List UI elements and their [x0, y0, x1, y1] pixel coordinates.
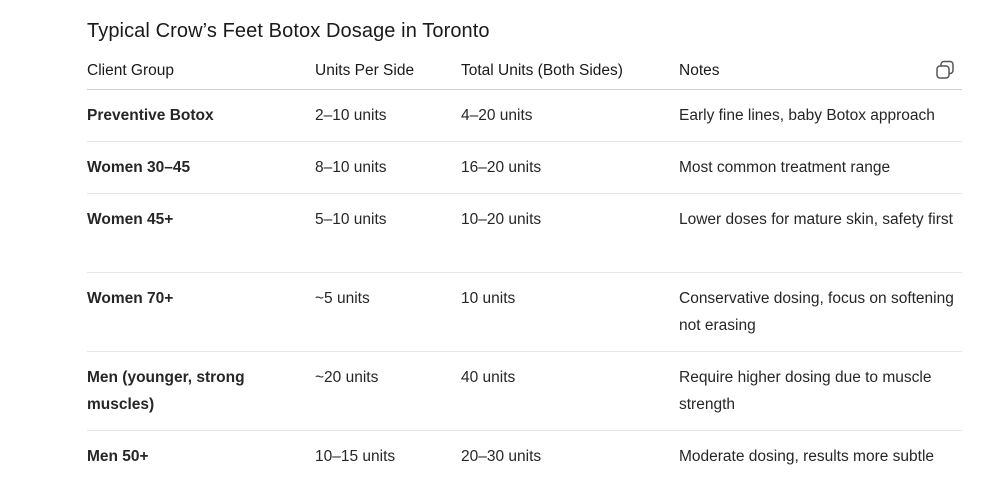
cell-client-group: Women 45+ [87, 211, 174, 228]
cell-units-per-side: 5–10 units [315, 211, 387, 228]
table-row: Men 50+ 10–15 units 20–30 units Moderate… [87, 431, 962, 482]
cell-total-units: 40 units [461, 369, 516, 386]
table-title: Typical Crow’s Feet Botox Dosage in Toro… [87, 20, 490, 42]
table-row: Preventive Botox 2–10 units 4–20 units E… [87, 90, 962, 142]
table-header-row: Client Group Units Per Side Total Units … [87, 53, 962, 90]
cell-notes: Lower doses for mature skin, safety firs… [679, 211, 953, 228]
cell-total-units: 10 units [461, 290, 516, 307]
cell-notes: Early fine lines, baby Botox approach [679, 107, 935, 124]
cell-client-group: Men 50+ [87, 448, 149, 465]
copy-table-button[interactable] [934, 59, 956, 81]
cell-total-units: 20–30 units [461, 448, 542, 465]
copy-icon [936, 60, 954, 79]
cell-client-group: Preventive Botox [87, 107, 214, 124]
cell-notes: Require higher dosing due to muscle stre… [679, 369, 932, 413]
cell-notes: Moderate dosing, results more subtle [679, 448, 935, 465]
table-row: Women 30–45 8–10 units 16–20 units Most … [87, 142, 962, 194]
cell-client-group: Women 30–45 [87, 159, 191, 176]
header-client-group: Client Group [87, 62, 175, 79]
cell-total-units: 10–20 units [461, 211, 542, 228]
table-row: Women 70+ ~5 units 10 units Conservative… [87, 273, 962, 352]
cell-total-units: 16–20 units [461, 159, 542, 176]
cell-client-group: Women 70+ [87, 290, 174, 307]
cell-notes: Most common treatment range [679, 159, 891, 176]
header-total-units: Total Units (Both Sides) [461, 62, 623, 79]
cell-client-group: Men (younger, strong muscles) [87, 369, 245, 413]
cell-units-per-side: 10–15 units [315, 448, 396, 465]
cell-units-per-side: ~5 units [315, 290, 370, 307]
header-notes: Notes [679, 62, 720, 79]
table-row: Women 45+ 5–10 units 10–20 units Lower d… [87, 194, 962, 273]
cell-units-per-side: 8–10 units [315, 159, 387, 176]
header-units-per-side: Units Per Side [315, 62, 415, 79]
cell-total-units: 4–20 units [461, 107, 533, 124]
table-row: Men (younger, strong muscles) ~20 units … [87, 352, 962, 431]
cell-notes: Conservative dosing, focus on softening … [679, 290, 954, 334]
cell-units-per-side: 2–10 units [315, 107, 387, 124]
dosage-table: Client Group Units Per Side Total Units … [87, 53, 962, 482]
cell-units-per-side: ~20 units [315, 369, 379, 386]
